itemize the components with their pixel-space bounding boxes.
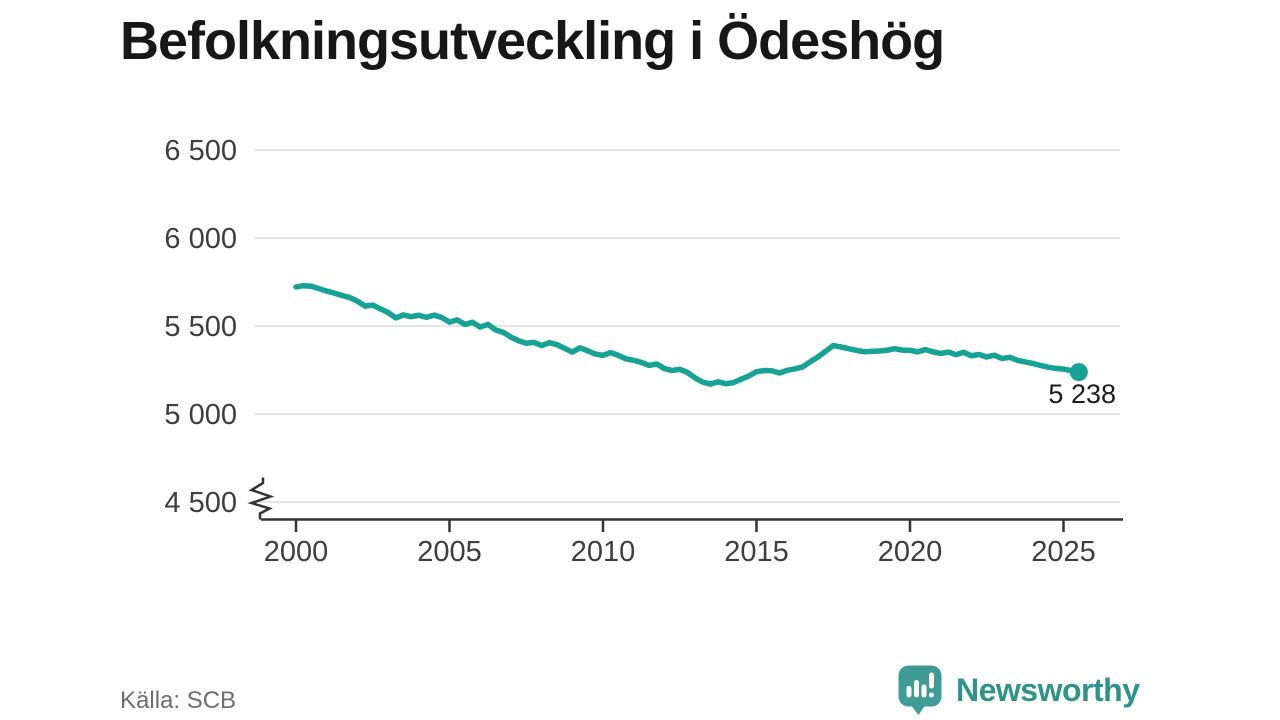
x-tick-label: 2000 bbox=[264, 536, 329, 568]
logo-exclamation-dot bbox=[929, 692, 934, 698]
population-line bbox=[293, 282, 1082, 387]
x-tick-label: 2020 bbox=[878, 536, 943, 568]
latest-value-label: 5 238 bbox=[1048, 379, 1116, 409]
y-tick-label: 4 500 bbox=[164, 487, 237, 519]
brand-name: Newsworthy bbox=[956, 671, 1140, 708]
logo-exclamation-bar bbox=[929, 672, 934, 689]
y-tick-label: 5 000 bbox=[164, 399, 237, 431]
x-tick-label: 2015 bbox=[724, 536, 789, 568]
y-tick-label: 6 000 bbox=[164, 223, 237, 255]
source-note: Källa: SCB bbox=[120, 687, 237, 714]
grid-layer: 6 500 6 000 5 500 5 000 4 500 bbox=[164, 135, 1120, 519]
brand-lockup: Newsworthy bbox=[897, 664, 1140, 716]
x-tick-label: 2010 bbox=[571, 536, 636, 568]
newsworthy-logo-icon bbox=[898, 665, 942, 715]
logo-bar-3 bbox=[921, 684, 927, 698]
logo-bar-2 bbox=[914, 680, 919, 698]
x-tick-label: 2025 bbox=[1031, 536, 1096, 568]
x-tick-label: 2005 bbox=[417, 536, 482, 568]
page-title: Befolkningsutveckling i Ödeshög bbox=[120, 11, 945, 71]
y-tick-label: 6 500 bbox=[164, 135, 237, 167]
series-layer bbox=[293, 282, 1088, 387]
logo-bar-1 bbox=[906, 686, 912, 698]
axis-break-zigzag-icon bbox=[247, 477, 275, 520]
latest-point-marker bbox=[1069, 363, 1088, 382]
y-tick-label: 5 500 bbox=[164, 311, 237, 343]
tick-layer: 2000 2005 2010 2015 2020 2025 bbox=[264, 520, 1096, 568]
